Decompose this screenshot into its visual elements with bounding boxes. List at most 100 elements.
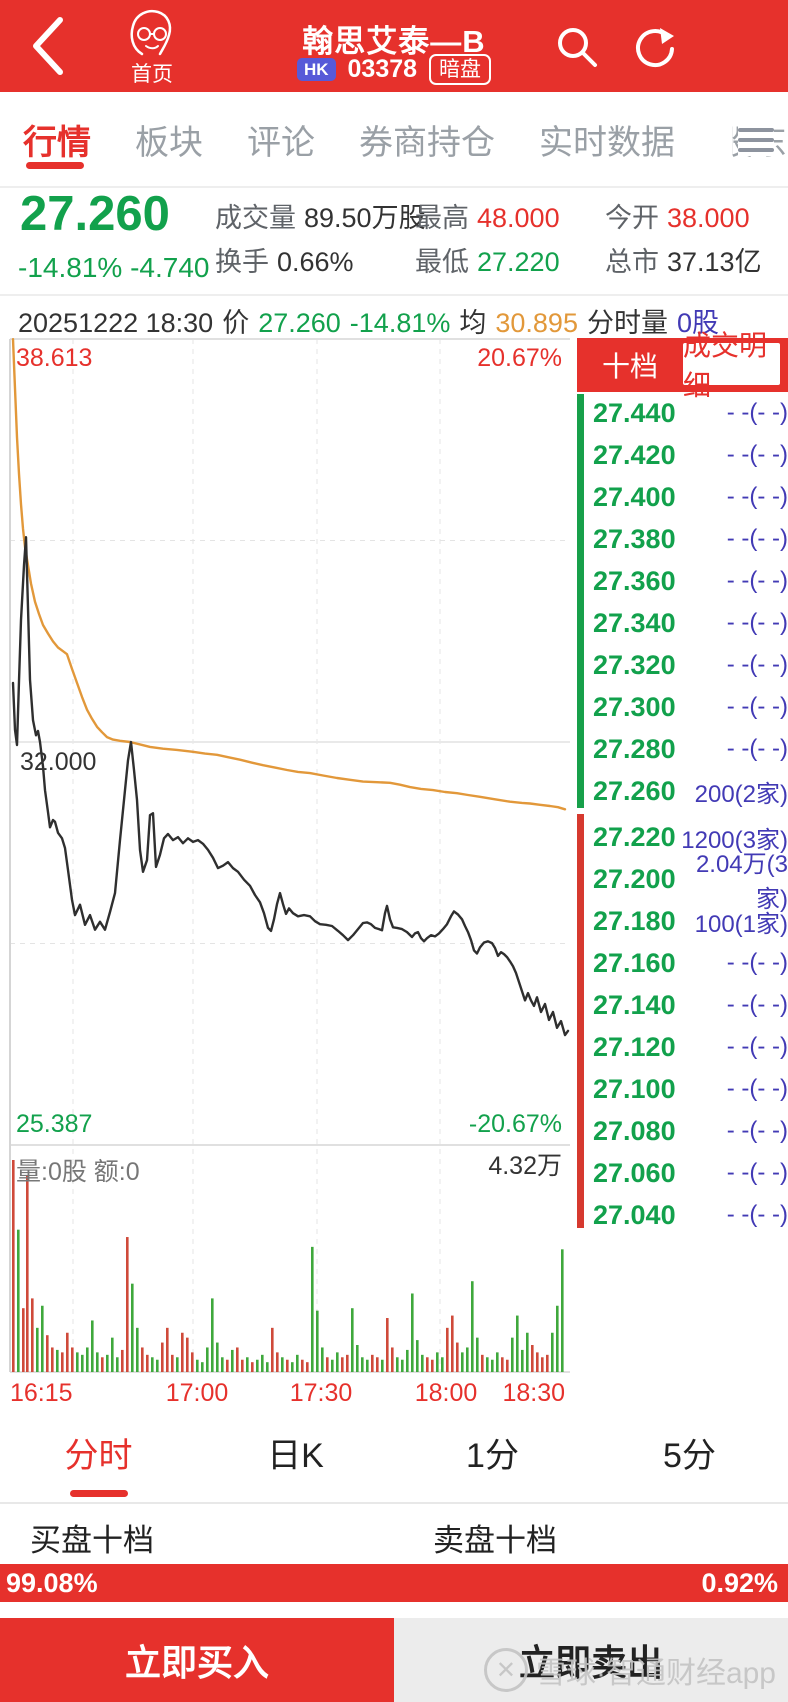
bids-row[interactable]: 27.100 - -(- -) — [577, 1068, 788, 1110]
bids-row[interactable]: 27.200 2.04万(3家) — [577, 851, 788, 913]
stat-value: 27.220 — [477, 247, 560, 277]
period-tab-2[interactable]: 1分 — [466, 1437, 519, 1475]
bids-row[interactable]: 27.040 - -(- -) — [577, 1194, 788, 1236]
period-tab-bar: 分时 日K 1分 5分 — [0, 1420, 788, 1502]
asks-row[interactable]: 27.280 - -(- -) — [577, 728, 788, 770]
order-price: 27.140 — [593, 989, 676, 1020]
bids-row[interactable]: 27.120 - -(- -) — [577, 1026, 788, 1068]
volume-bar — [386, 1318, 389, 1372]
nav-tab-4[interactable]: 实时数据 — [539, 123, 675, 162]
bids-row[interactable]: 27.180 100(1家) — [577, 900, 788, 942]
bids-row[interactable]: 27.080 - -(- -) — [577, 1110, 788, 1152]
asks-row[interactable]: 27.360 - -(- -) — [577, 560, 788, 602]
volume-bar — [156, 1359, 159, 1372]
ask-side-indicator-bar — [577, 394, 584, 808]
crosshair-info-line: 20251222 18:30 价 27.260 -14.81% 均 30.895 分时量 0股 — [18, 301, 778, 340]
volume-bar — [401, 1359, 404, 1372]
back-button[interactable] — [26, 14, 72, 78]
volume-bar — [441, 1357, 444, 1372]
sell-ratio-value: 0.92% — [701, 1567, 778, 1598]
nav-tab-1[interactable]: 板块 — [135, 123, 203, 162]
order-price: 27.360 — [593, 565, 676, 596]
asks-row[interactable]: 27.300 - -(- -) — [577, 686, 788, 728]
order-size: - -(- -) — [726, 1075, 788, 1102]
home-label[interactable]: 首页 — [131, 63, 173, 86]
bids-row[interactable]: 27.160 - -(- -) — [577, 942, 788, 984]
stat-label: 最低 — [415, 247, 469, 277]
volume-bar — [501, 1357, 504, 1372]
asks-row[interactable]: 27.440 - -(- -) — [577, 392, 788, 434]
divider — [0, 186, 788, 188]
bids-row[interactable]: 27.140 - -(- -) — [577, 984, 788, 1026]
ticker-segment: 0股 — [676, 308, 719, 338]
volume-bar — [201, 1362, 204, 1372]
ticker-segment: 30.895 — [495, 308, 578, 338]
stat-value: 38.000 — [667, 203, 750, 233]
divider — [0, 294, 788, 296]
order-price: 27.400 — [593, 481, 676, 512]
timeseries-chart[interactable] — [0, 338, 570, 1378]
volume-bar — [221, 1357, 224, 1372]
volume-bar — [511, 1337, 514, 1372]
refresh-button[interactable] — [632, 24, 678, 70]
nav-tab-0[interactable]: 行情 — [23, 123, 91, 162]
volume-bar — [261, 1354, 264, 1372]
volume-bar — [226, 1359, 229, 1372]
order-size: - -(- -) — [726, 949, 788, 976]
price-line — [11, 535, 570, 1037]
search-button[interactable] — [554, 24, 600, 70]
volume-bar — [531, 1345, 534, 1372]
volume-bar — [231, 1349, 234, 1372]
buy-ratio-value: 99.08% — [6, 1567, 98, 1598]
bids-row[interactable]: 27.060 - -(- -) — [577, 1152, 788, 1194]
volume-bar — [101, 1357, 104, 1372]
order-size: 1200(3家) — [681, 826, 788, 854]
stat-label: 总市 — [605, 247, 659, 277]
buy-now-button[interactable]: 立即买入 — [0, 1618, 394, 1702]
order-size: - -(- -) — [726, 399, 788, 426]
buy-sell-ratio-bar: 99.08% 0.92% — [0, 1564, 788, 1602]
volume-bar — [291, 1362, 294, 1372]
asks-row[interactable]: 27.340 - -(- -) — [577, 602, 788, 644]
tab-trade-detail[interactable]: 成交明细 — [683, 330, 780, 401]
order-size: 200(2家) — [694, 780, 788, 808]
stat-item: 成交量 89.50万股 — [215, 196, 426, 235]
volume-bar — [546, 1354, 549, 1372]
home-logo-icon[interactable] — [122, 6, 180, 60]
asks-row[interactable]: 27.380 - -(- -) — [577, 518, 788, 560]
nav-tab-3[interactable]: 券商持仓 — [359, 123, 495, 162]
asks-row[interactable]: 27.260 200(2家) — [577, 770, 788, 812]
stat-item: 最高 48.000 — [415, 196, 560, 235]
stat-label: 今开 — [605, 203, 659, 233]
divider — [0, 1502, 788, 1504]
stat-item: 最低 27.220 — [415, 240, 560, 279]
x-tick-label: 17:30 — [289, 1379, 353, 1407]
volume-bar — [131, 1283, 134, 1372]
volume-bar — [141, 1347, 144, 1372]
stock-subtitle-row: HK 03378 暗盘 — [0, 54, 788, 86]
volume-bar — [426, 1357, 429, 1372]
volume-bar — [91, 1320, 94, 1372]
y-mid-label: 32.000 — [20, 748, 97, 776]
volume-bar — [126, 1237, 129, 1372]
volume-bar — [376, 1357, 379, 1372]
volume-max-label: 4.32万 — [488, 1152, 562, 1180]
tab-ten-levels[interactable]: 十档 — [601, 351, 658, 382]
bids-row[interactable]: 27.220 1200(3家) — [577, 816, 788, 858]
sell-now-button[interactable]: 立即卖出 — [394, 1618, 788, 1702]
stat-item: 换手 0.66% — [215, 240, 354, 279]
period-tab-3[interactable]: 5分 — [663, 1437, 716, 1475]
volume-bar — [206, 1347, 209, 1372]
order-price: 27.120 — [593, 1031, 676, 1062]
asks-row[interactable]: 27.400 - -(- -) — [577, 476, 788, 518]
tab-overflow-fade — [680, 92, 732, 186]
period-tab-0[interactable]: 分时 — [64, 1437, 133, 1475]
volume-bar — [446, 1327, 449, 1372]
volume-bar — [66, 1332, 69, 1372]
nav-tab-2[interactable]: 评论 — [247, 123, 315, 162]
more-tabs-menu-icon[interactable] — [738, 122, 774, 156]
asks-row[interactable]: 27.320 - -(- -) — [577, 644, 788, 686]
period-tab-1[interactable]: 日K — [267, 1437, 324, 1475]
asks-row[interactable]: 27.420 - -(- -) — [577, 434, 788, 476]
